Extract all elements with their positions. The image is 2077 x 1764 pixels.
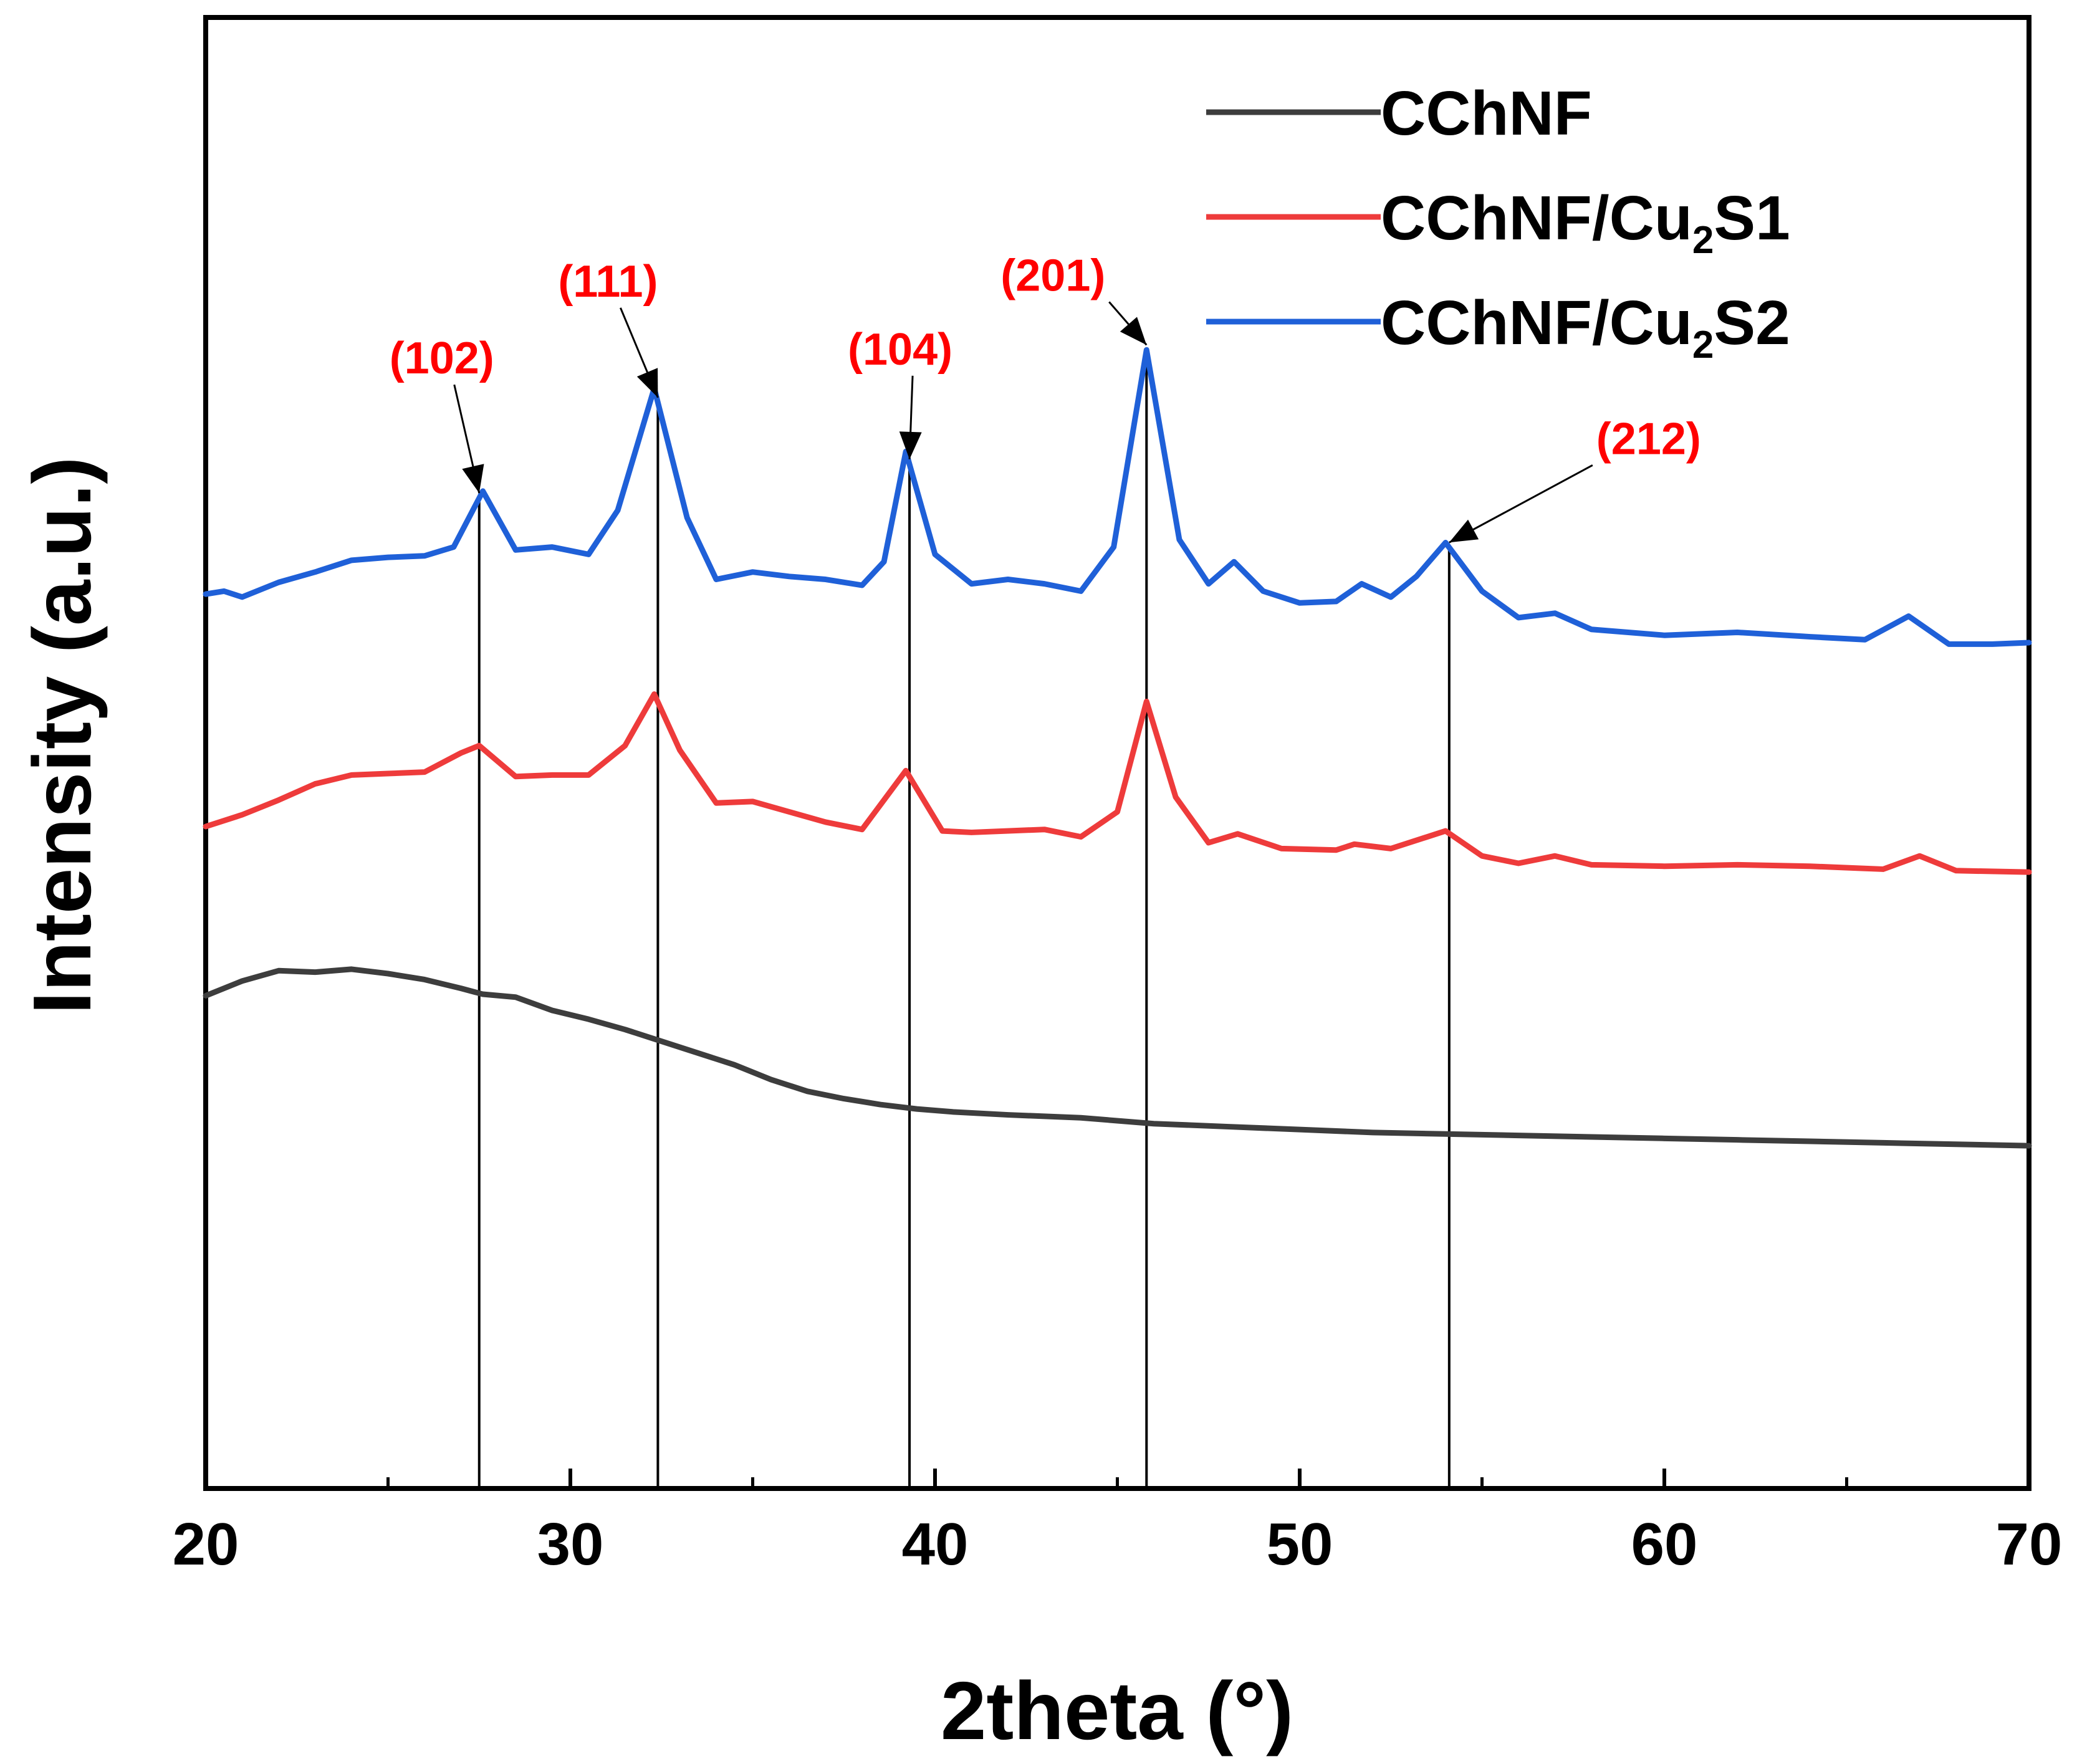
peak-label: (201) <box>1000 251 1105 300</box>
legend-label-base: CChNF/Cu <box>1381 183 1692 253</box>
legend-label-base: CChNF/Cu <box>1381 288 1692 358</box>
series-line-cchnf-cu2s2 <box>203 347 2032 647</box>
legend-label: CChNF/Cu2S1 <box>1381 183 1790 262</box>
x-axis-ticks: 20 30 40 50 60 70 <box>173 1469 2063 1578</box>
x-tick-label: 70 <box>1996 1511 2063 1578</box>
peak-label: (102) <box>390 333 494 383</box>
series-line-cchnf-cu2s1 <box>203 691 2032 875</box>
x-tick-label: 60 <box>1631 1511 1698 1578</box>
legend-label: CChNF/Cu2S2 <box>1381 288 1790 367</box>
x-tick-label: 50 <box>1267 1511 1333 1578</box>
legend-label-base: CChNF <box>1381 79 1592 148</box>
peak-label: (212) <box>1596 414 1701 464</box>
reference-lines <box>477 350 1451 1488</box>
legend-label: CChNF <box>1381 79 1592 148</box>
series-group <box>203 347 2032 1149</box>
series-line-cchnf <box>203 966 2032 1149</box>
x-tick-label: 40 <box>902 1511 969 1578</box>
peak-arrow-head <box>636 368 658 398</box>
x-axis-title: 2theta (°) <box>941 1665 1293 1757</box>
peak-label: (111) <box>558 257 658 307</box>
legend-label-suffix: S2 <box>1714 288 1790 358</box>
peak-arrow-head <box>1449 519 1479 543</box>
legend-label-suffix: S1 <box>1714 183 1790 253</box>
y-axis-title: Intensity (a.u.) <box>16 457 108 1015</box>
x-tick-label: 20 <box>173 1511 239 1578</box>
peak-arrow-head <box>462 464 484 494</box>
x-tick-label: 30 <box>537 1511 604 1578</box>
peak-label: (104) <box>848 325 952 375</box>
peak-annotations: (102) (111) (104) (201) (212) <box>390 251 1701 544</box>
peak-arrow-head <box>899 431 922 459</box>
legend-label-subscript: 2 <box>1692 219 1714 262</box>
peak-arrow-head <box>1120 317 1147 345</box>
legend-label-subscript: 2 <box>1692 324 1714 367</box>
